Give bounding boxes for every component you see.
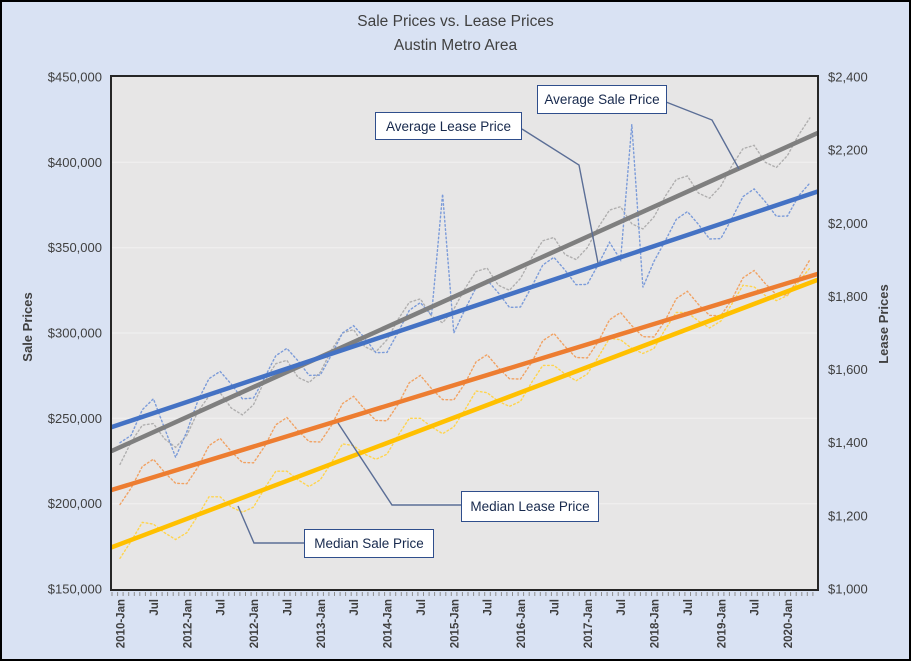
x-axis-tick-label: Jul — [483, 599, 495, 616]
x-axis-tick-label: 2018-Jan — [650, 599, 662, 648]
y-axis-tick-label-lease: $2,200 — [828, 143, 868, 158]
x-axis-tick-label: 2012-Jan — [182, 599, 194, 648]
x-axis-tick-label: 2014-Jan — [383, 599, 395, 648]
y-axis-tick-label-lease: $2,400 — [828, 70, 868, 85]
callout-average-lease-price: Average Lease Price — [375, 112, 522, 140]
series-average-sale-price-trend — [112, 131, 817, 454]
x-axis-tick-label: Jul — [683, 599, 695, 616]
x-axis-tick-label: 2012-Jan — [249, 599, 261, 648]
series-median-lease-price-trend — [112, 271, 817, 493]
callout-median-lease-price: Median Lease Price — [461, 491, 599, 522]
x-axis-tick-label: 2015-Jan — [449, 599, 461, 648]
y-axis-tick-label-lease: $1,000 — [828, 582, 868, 597]
callout-average-sale-price: Average Sale Price — [537, 85, 667, 114]
y-axis-tick-label-lease: $1,200 — [828, 508, 868, 523]
series-median-sale-price-monthly — [119, 267, 811, 559]
series-average-sale-price-monthly — [119, 117, 811, 466]
x-axis-tick-label: Jul — [282, 599, 294, 616]
y-axis-tick-label-sale: $400,000 — [48, 155, 102, 170]
y-axis-tick-label-sale: $350,000 — [48, 240, 102, 255]
x-axis-tick-label: Jul — [549, 599, 561, 616]
y-axis-title-sale: Sale Prices — [20, 292, 35, 362]
x-axis-tick-label: 2016-Jan — [516, 599, 528, 648]
series-median-lease-price-monthly — [119, 259, 811, 506]
x-axis-tick-label: 2017-Jan — [583, 599, 595, 648]
x-axis-tick-label: Jul — [149, 599, 161, 616]
y-axis-tick-label-lease: $1,800 — [828, 289, 868, 304]
x-axis-tick-label: Jul — [349, 599, 361, 616]
x-axis-tick-label: 2013-Jan — [316, 599, 328, 648]
y-axis-tick-label-lease: $2,000 — [828, 216, 868, 231]
y-axis-tick-label-sale: $300,000 — [48, 326, 102, 341]
chart-title-block: Sale Prices vs. Lease Prices Austin Metr… — [2, 10, 909, 58]
y-axis-tick-label-lease: $1,400 — [828, 435, 868, 450]
y-axis-tick-label-sale: $150,000 — [48, 582, 102, 597]
chart-subtitle: Austin Metro Area — [393, 37, 518, 54]
callout-median-lease-price-label: Median Lease Price — [470, 499, 590, 514]
series-median-sale-price-trend — [112, 277, 817, 550]
x-axis-tick-label: Jul — [416, 599, 428, 616]
y-axis-tick-label-sale: $200,000 — [48, 496, 102, 511]
x-axis-tick-label: Jul — [216, 599, 228, 616]
x-axis-tick-label: 2019-Jan — [716, 599, 728, 648]
callout-median-sale-price-label: Median Sale Price — [314, 536, 424, 551]
x-axis-tick-label: Jul — [750, 599, 762, 616]
callout-average-lease-price-label: Average Lease Price — [385, 118, 512, 134]
series-average-lease-price-trend — [112, 189, 817, 430]
y-axis-tick-label-lease: $1,600 — [828, 362, 868, 377]
y-axis-title-lease: Lease Prices — [876, 284, 891, 364]
y-axis-tick-label-sale: $450,000 — [48, 70, 102, 85]
callout-median-sale-price: Median Sale Price — [304, 529, 434, 558]
x-axis-tick-label: Jul — [616, 599, 628, 616]
x-axis-tick-label: 2020-Jan — [783, 599, 795, 648]
chart-title: Sale Prices vs. Lease Prices — [357, 13, 554, 30]
y-axis-tick-label-sale: $250,000 — [48, 411, 102, 426]
callout-average-sale-price-label: Average Sale Price — [544, 92, 660, 107]
x-axis-tick-label: 2010-Jan — [116, 599, 128, 648]
